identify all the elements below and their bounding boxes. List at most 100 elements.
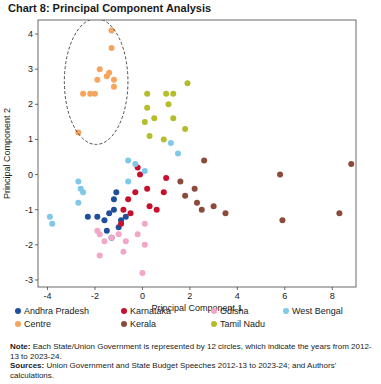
chart-title: Chart 8: Principal Component Analysis <box>8 2 211 14</box>
point <box>154 207 160 213</box>
notes: Note: Each State/Union Government is rep… <box>10 342 372 380</box>
cluster-ellipse <box>64 20 128 144</box>
note-text: Note: Each State/Union Government is rep… <box>10 342 372 361</box>
point <box>135 231 141 237</box>
legend-label: Kerala <box>130 319 156 329</box>
x-tick-label: 6 <box>282 291 287 301</box>
point <box>85 214 91 220</box>
point <box>101 217 107 223</box>
point <box>75 200 81 206</box>
point <box>142 221 148 227</box>
x-tick-label: 4 <box>235 291 240 301</box>
point <box>113 189 119 195</box>
point <box>111 207 117 213</box>
point <box>132 161 138 167</box>
x-tick-label: -4 <box>43 291 51 301</box>
y-tick <box>35 104 38 105</box>
point <box>201 158 207 164</box>
point <box>125 158 131 164</box>
point <box>139 270 145 276</box>
point <box>111 196 117 202</box>
point <box>75 179 81 185</box>
point <box>144 186 150 192</box>
point <box>80 91 86 97</box>
legend-marker <box>283 308 289 314</box>
point <box>94 214 100 220</box>
point <box>147 203 153 209</box>
legend-label: West Bengal <box>292 306 343 316</box>
y-tick <box>35 244 38 245</box>
point <box>170 115 176 121</box>
point <box>161 136 167 142</box>
point <box>111 84 117 90</box>
y-tick <box>35 139 38 140</box>
y-tick-label: 0 <box>28 170 33 180</box>
point <box>109 235 115 241</box>
point <box>142 242 148 248</box>
point <box>279 217 285 223</box>
y-tick-label: 2 <box>28 99 33 109</box>
point <box>120 207 126 213</box>
y-tick <box>35 69 38 70</box>
point <box>166 101 172 107</box>
point <box>163 91 169 97</box>
point <box>163 175 169 181</box>
x-tick <box>189 287 190 290</box>
legend-label: Andhra Pradesh <box>24 306 89 316</box>
point <box>87 91 93 97</box>
y-tick <box>35 174 38 175</box>
legend-marker <box>15 308 21 314</box>
legend-label: Centre <box>24 319 51 329</box>
y-tick <box>35 34 38 35</box>
point <box>177 179 183 185</box>
points <box>47 20 354 276</box>
y-tick-label: 4 <box>28 29 33 39</box>
point <box>144 91 150 97</box>
point <box>111 77 117 83</box>
point <box>161 189 167 195</box>
note-text: Sources: Union Government and State Budg… <box>10 361 372 380</box>
legend-marker <box>211 321 217 327</box>
point <box>116 231 122 237</box>
point <box>101 238 107 244</box>
legend-marker <box>121 321 127 327</box>
point <box>109 45 115 51</box>
point <box>106 70 112 76</box>
y-tick-label: 3 <box>28 64 33 74</box>
y-tick-label: -2 <box>25 240 33 250</box>
point <box>175 151 181 157</box>
point <box>123 238 129 244</box>
point <box>118 221 124 227</box>
point <box>94 77 100 83</box>
point <box>109 235 115 241</box>
chart-svg: -4-202468-3-2-101234Principal Component … <box>0 0 381 340</box>
point <box>97 66 103 72</box>
point <box>199 207 205 213</box>
point <box>49 221 55 227</box>
point <box>168 140 174 146</box>
x-tick <box>47 287 48 290</box>
y-tick <box>35 279 38 280</box>
legend-label: Karnataka <box>130 306 171 316</box>
y-tick-label: -3 <box>25 275 33 285</box>
point <box>128 210 134 216</box>
point <box>348 161 354 167</box>
point <box>170 91 176 97</box>
plot-frame <box>38 20 356 287</box>
legend-label: Tamil Nadu <box>220 319 265 329</box>
point <box>97 252 103 258</box>
legend-marker <box>211 308 217 314</box>
point <box>151 115 157 121</box>
legend-label: Odisha <box>220 306 249 316</box>
y-axis-label: Principal Component 2 <box>2 108 12 199</box>
x-tick <box>142 287 143 290</box>
point <box>94 228 100 234</box>
y-tick-label: 1 <box>28 134 33 144</box>
point <box>142 168 148 174</box>
point <box>222 210 228 216</box>
legend-marker <box>121 308 127 314</box>
point <box>125 196 131 202</box>
legend-marker <box>15 321 21 327</box>
point <box>109 28 115 34</box>
x-tick <box>94 287 95 290</box>
